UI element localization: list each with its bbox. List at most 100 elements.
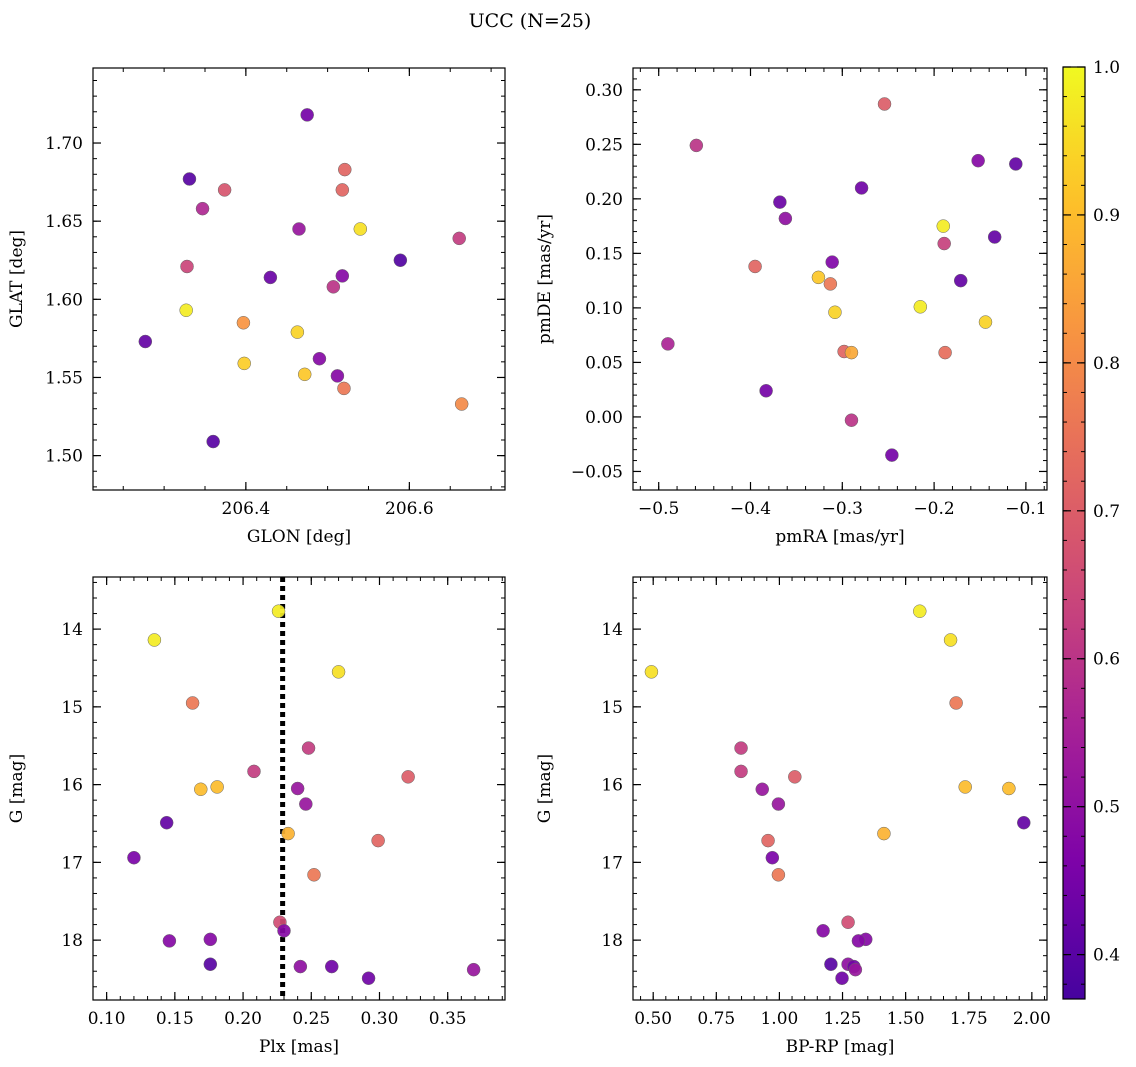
data-point (1002, 781, 1016, 796)
data-point (971, 153, 985, 168)
x-tick-label: −0.3 (822, 499, 863, 519)
data-point (943, 633, 958, 647)
data-point (771, 797, 786, 811)
data-point (454, 397, 469, 411)
data-point (326, 280, 341, 294)
y-tick-label: 15 (61, 698, 83, 718)
colorbar: 0.4 0.5 0.6 0.7 0.8 0.9 1.0 (1062, 58, 1120, 1000)
data-point (877, 97, 892, 111)
y-axis-label: G [mag] (535, 754, 555, 823)
data-point (203, 932, 218, 947)
colorbar-gradient (1062, 66, 1086, 1000)
data-point (913, 300, 928, 314)
data-point (353, 222, 368, 236)
data-point (936, 219, 951, 233)
data-point (771, 868, 786, 882)
scatter-panel-1: 206.4 206.6 1.50 1.55 1.60 1.65 1.70 GLON [deg]… (7, 67, 506, 547)
data-point (338, 162, 352, 177)
data-point (210, 780, 224, 794)
data-point (185, 696, 200, 710)
data-point (330, 369, 345, 383)
data-point (644, 665, 659, 679)
x-tick-label: 1.50 (887, 1009, 925, 1029)
y-tick-label: 0.10 (585, 299, 623, 319)
data-point (765, 850, 780, 865)
data-point (127, 850, 141, 865)
data-point (949, 696, 963, 710)
x-tick-label: 2.00 (1013, 1009, 1051, 1029)
y-tick-label: 18 (61, 931, 83, 951)
data-point (195, 201, 210, 216)
x-tick-label: 0.25 (292, 1009, 330, 1029)
x-tick-label: 0.75 (697, 1009, 735, 1029)
data-point (755, 782, 769, 797)
data-point (978, 315, 993, 329)
data-point (823, 277, 838, 291)
y-tick-label: 1.70 (45, 134, 83, 154)
data-point (761, 833, 775, 848)
x-axis-label: pmRA [mas/yr] (775, 527, 904, 547)
data-point (179, 303, 193, 318)
y-tick-label: 0.25 (585, 135, 623, 155)
data-point (854, 181, 869, 195)
y-tick-label: 17 (601, 853, 623, 873)
data-point (828, 305, 842, 320)
data-point (734, 741, 748, 755)
figure-title: UCC (N=25) (469, 10, 592, 32)
y-tick-label: 17 (61, 853, 83, 873)
plot-frame (92, 67, 506, 491)
data-point (292, 222, 306, 236)
colorbar-tick-label: 0.6 (1093, 650, 1120, 670)
data-point (773, 195, 787, 209)
y-tick-label: 18 (601, 931, 623, 951)
x-tick-label: −0.5 (638, 499, 679, 519)
data-point (788, 770, 802, 784)
data-point (361, 971, 376, 985)
colorbar-tick-label: 0.7 (1093, 502, 1120, 522)
y-tick-label: 0.30 (585, 81, 623, 101)
data-point (307, 868, 321, 882)
data-point (371, 833, 385, 848)
y-tick-label: 1.55 (45, 368, 83, 388)
data-point (759, 384, 773, 398)
scatter-panel-3: 0.10 0.15 0.20 0.25 0.30 0.35 14 15 16 17 18 Plx [m… (7, 576, 506, 1057)
data-point (816, 924, 830, 938)
y-tick-label: 16 (61, 776, 83, 796)
data-point (300, 108, 314, 122)
y-tick-label: 0.15 (585, 244, 623, 264)
data-point (263, 270, 278, 285)
colorbar-tick-label: 0.4 (1093, 946, 1120, 966)
data-point (203, 957, 218, 971)
x-tick-label: 1.75 (950, 1009, 988, 1029)
y-tick-label: 1.65 (45, 212, 83, 232)
x-tick-label: 0.35 (429, 1009, 467, 1029)
colorbar-tick-label: 1.0 (1093, 58, 1120, 78)
data-point (987, 230, 1002, 244)
x-tick-label: −0.2 (913, 499, 954, 519)
data-point (953, 273, 968, 288)
data-point (1009, 157, 1023, 171)
scatter-panel-2: −0.5 −0.4 −0.3 −0.2 −0.1 −0.05 0.00 0.05 0.10 0.1… (535, 67, 1048, 547)
data-point (159, 815, 174, 830)
data-point (293, 959, 308, 974)
data-point (851, 934, 866, 948)
data-point (271, 604, 286, 618)
x-tick-label: −0.4 (730, 499, 771, 519)
x-tick-label: 0.15 (156, 1009, 194, 1029)
data-point (299, 797, 313, 811)
data-point (290, 781, 305, 796)
data-point (236, 316, 251, 330)
data-point (138, 334, 153, 349)
colorbar-tick-label: 0.5 (1093, 798, 1120, 818)
data-point (958, 780, 972, 794)
x-axis-label: Plx [mas] (259, 1037, 339, 1057)
data-point (938, 345, 952, 360)
data-point (247, 764, 261, 779)
data-point (913, 604, 927, 618)
y-tick-label: 0.20 (585, 190, 623, 210)
x-axis-label: GLON [deg] (247, 527, 351, 547)
data-point (778, 211, 793, 226)
data-point (452, 231, 466, 246)
data-point (841, 915, 855, 929)
